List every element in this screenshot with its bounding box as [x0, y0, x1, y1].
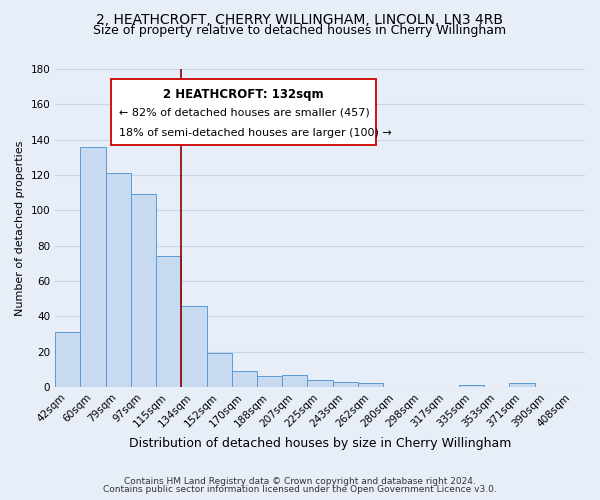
Bar: [131, 194, 156, 387]
Text: Contains HM Land Registry data © Crown copyright and database right 2024.: Contains HM Land Registry data © Crown c…: [124, 477, 476, 486]
Bar: [282, 374, 307, 387]
Bar: [106, 173, 131, 387]
Bar: [332, 382, 358, 387]
Y-axis label: Number of detached properties: Number of detached properties: [15, 140, 25, 316]
Bar: [181, 306, 206, 387]
Bar: [206, 354, 232, 387]
FancyBboxPatch shape: [111, 78, 376, 146]
Bar: [257, 376, 282, 387]
Bar: [80, 146, 106, 387]
Bar: [156, 256, 181, 387]
Text: Contains public sector information licensed under the Open Government Licence v3: Contains public sector information licen…: [103, 485, 497, 494]
Text: Size of property relative to detached houses in Cherry Willingham: Size of property relative to detached ho…: [94, 24, 506, 37]
Text: 2, HEATHCROFT, CHERRY WILLINGHAM, LINCOLN, LN3 4RB: 2, HEATHCROFT, CHERRY WILLINGHAM, LINCOL…: [97, 12, 503, 26]
Text: 18% of semi-detached houses are larger (100) →: 18% of semi-detached houses are larger (…: [119, 128, 391, 138]
Text: 2 HEATHCROFT: 132sqm: 2 HEATHCROFT: 132sqm: [163, 88, 323, 101]
Bar: [55, 332, 80, 387]
X-axis label: Distribution of detached houses by size in Cherry Willingham: Distribution of detached houses by size …: [129, 437, 511, 450]
Bar: [459, 385, 484, 387]
Text: ← 82% of detached houses are smaller (457): ← 82% of detached houses are smaller (45…: [119, 107, 370, 117]
Bar: [509, 384, 535, 387]
Bar: [232, 371, 257, 387]
Bar: [307, 380, 332, 387]
Bar: [358, 384, 383, 387]
